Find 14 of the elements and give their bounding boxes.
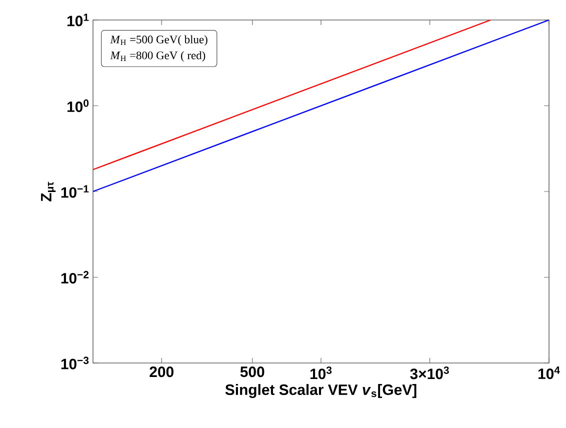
y-tick-label: 10$^{−1}$ (61, 185, 89, 198)
y-tick-label: 10$^{1}$ (67, 14, 89, 26)
y-tick-label: 10$^{−2}$ (61, 270, 89, 284)
annotation: M$_{H}$ =500 GeV( blue) (110, 35, 208, 46)
x-tick-label: 10$^{3}$ (310, 366, 332, 380)
x-tick-label: 500 (240, 366, 264, 378)
x-tick-label: 3×10$^{3}$ (410, 366, 449, 380)
y-tick-label: 10$^{−3}$ (61, 356, 89, 370)
annotation: M$_{H}$ =800 GeV ( red) (110, 51, 206, 62)
x-axis-title: Singlet Scalar VEV v$_{s}$[GeV] (225, 384, 416, 398)
y-tick-label: 10$^{0}$ (67, 99, 89, 112)
y-axis-title: Z$_{μτ}$ (41, 182, 56, 202)
x-tick-label: 200 (150, 366, 174, 378)
x-tick-label: 10$^{4}$ (538, 366, 560, 380)
